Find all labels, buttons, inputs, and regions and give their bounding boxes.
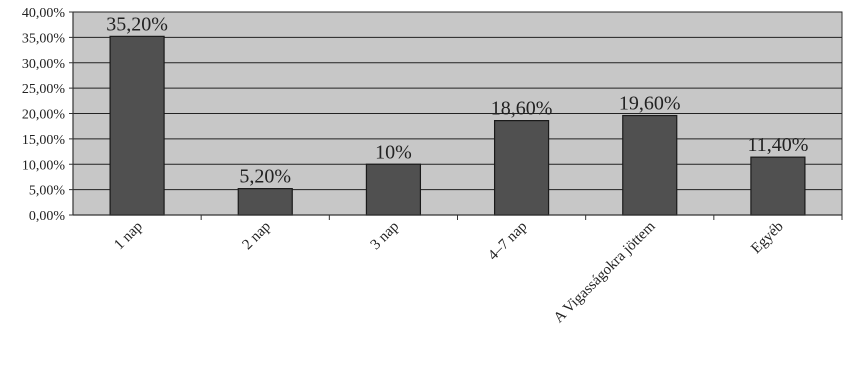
data-label: 10% (375, 141, 412, 163)
y-tick-label: 15,00% (22, 133, 66, 148)
y-tick-label: 0,00% (29, 209, 66, 224)
y-tick-label: 20,00% (22, 108, 66, 123)
y-tick-label: 35,00% (22, 31, 66, 46)
data-label: 5,20% (239, 166, 291, 188)
y-tick-label: 10,00% (22, 158, 66, 173)
x-tick-label: 4–7 nap (485, 219, 530, 264)
x-axis-tick-labels: 1 nap 2 nap 3 nap 4–7 nap A Vigasságokra jöt… (111, 218, 786, 326)
data-label: 18,60% (491, 98, 553, 120)
bar (622, 114, 678, 216)
y-tick-label: 30,00% (22, 57, 66, 72)
x-tick-label: 3 nap (368, 219, 403, 254)
x-tick-label: A Vigasságokra jöttem (551, 218, 659, 326)
data-label: 11,40% (747, 134, 808, 156)
bar (493, 120, 550, 216)
y-tick-label: 25,00% (22, 82, 66, 97)
bars (109, 35, 806, 216)
data-label: 35,20% (106, 13, 168, 35)
bar (750, 156, 806, 216)
y-tick-label: 5,00% (29, 184, 66, 199)
y-axis-tick-labels: 0,00% 5,00% 10,00% 15,00% 20,00% 25,00% 30,00%… (22, 6, 66, 224)
bar (109, 35, 165, 216)
y-tick-label: 40,00% (22, 6, 66, 21)
data-labels: 35,20% 5,20% 10% 18,60% 19,60% 11,40% (106, 13, 808, 187)
x-tick-label: 2 nap (239, 219, 274, 254)
bar (237, 188, 293, 216)
data-label: 19,60% (619, 93, 681, 115)
x-tick-label: 1 nap (111, 219, 146, 254)
x-tick-label: Egyéb (748, 219, 786, 257)
bar (365, 163, 422, 216)
